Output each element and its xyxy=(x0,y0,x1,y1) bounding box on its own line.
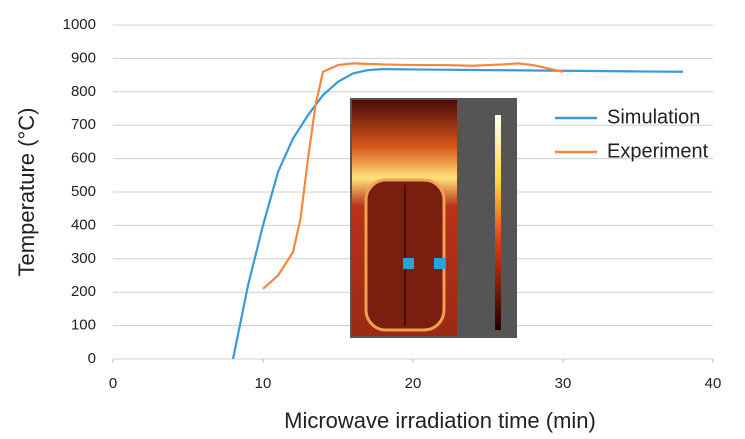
x-tick-label: 0 xyxy=(109,375,117,392)
y-tick-label: 900 xyxy=(71,49,96,66)
y-tick-label: 200 xyxy=(71,283,96,300)
inset-marker xyxy=(403,258,414,269)
y-tick-label: 0 xyxy=(88,350,96,367)
y-tick-label: 500 xyxy=(71,183,96,200)
y-tick-label: 800 xyxy=(71,83,96,100)
y-axis-label: Temperature (°C) xyxy=(14,108,39,277)
x-tick-label: 20 xyxy=(405,375,422,392)
legend-label: Experiment xyxy=(607,140,709,162)
x-tick-label: 30 xyxy=(555,375,572,392)
y-tick-label: 400 xyxy=(71,216,96,233)
legend-label: Simulation xyxy=(607,106,700,128)
x-tick-label: 10 xyxy=(255,375,272,392)
y-tick-label: 1000 xyxy=(63,16,96,33)
inset-marker xyxy=(434,258,445,269)
y-tick-label: 700 xyxy=(71,116,96,133)
y-tick-label: 100 xyxy=(71,317,96,334)
data-line xyxy=(231,67,684,360)
data-line xyxy=(262,62,564,290)
inset-colorbar xyxy=(495,115,501,330)
y-tick-label: 300 xyxy=(71,250,96,267)
inset-image xyxy=(350,98,517,338)
x-tick-label: 40 xyxy=(705,375,722,392)
y-tick-label: 600 xyxy=(71,150,96,167)
x-axis-label: Microwave irradiation time (min) xyxy=(284,408,596,433)
